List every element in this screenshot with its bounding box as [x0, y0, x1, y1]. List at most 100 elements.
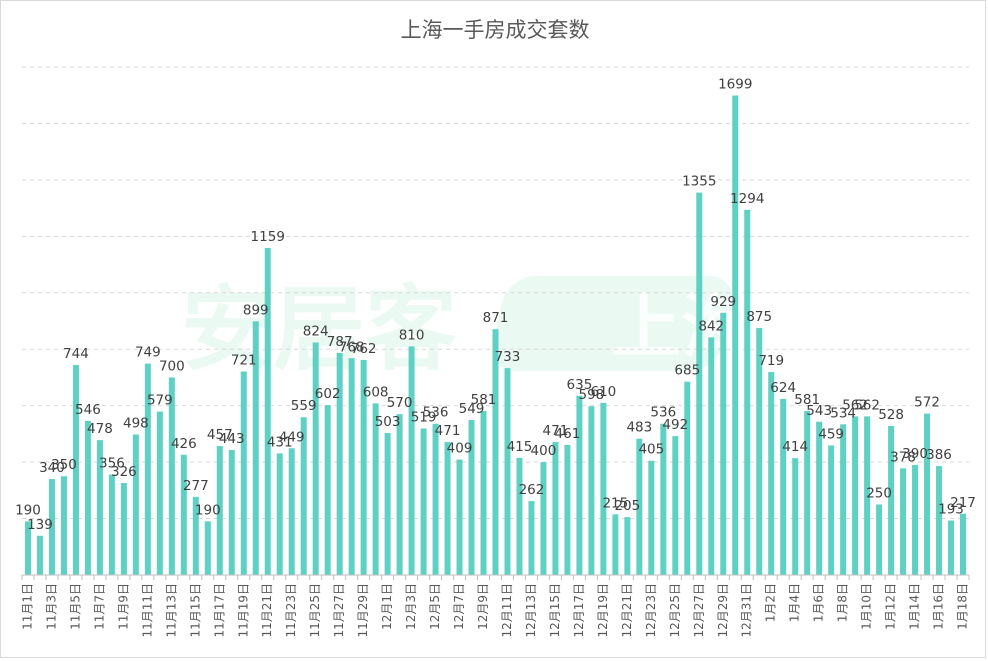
data-label: 386 — [926, 447, 952, 463]
data-label: 559 — [291, 398, 317, 414]
bar — [900, 468, 907, 575]
x-tick-label: 12月7日 — [452, 583, 466, 630]
bar — [168, 377, 175, 575]
x-tick-label: 11月7日 — [92, 583, 106, 630]
data-label: 581 — [794, 392, 820, 408]
data-label: 378 — [890, 449, 916, 465]
data-label: 899 — [243, 302, 269, 318]
data-label: 431 — [267, 434, 293, 450]
bar — [948, 520, 955, 575]
bar — [252, 321, 259, 575]
bar — [732, 95, 739, 575]
bar — [936, 466, 943, 575]
x-tick-label: 11月15日 — [188, 583, 202, 638]
bar — [756, 328, 763, 575]
data-label: 610 — [590, 384, 616, 400]
bar — [96, 440, 103, 575]
x-tick-label: 12月17日 — [572, 583, 586, 638]
data-label: 749 — [135, 345, 161, 361]
data-label: 217 — [950, 495, 976, 511]
x-tick-label: 11月3日 — [44, 583, 58, 630]
bar — [132, 434, 139, 575]
bar — [780, 398, 787, 575]
x-tick-label: 1月2日 — [764, 583, 778, 622]
data-label: 190 — [195, 502, 221, 518]
x-tick-label: 11月27日 — [332, 583, 346, 638]
data-label: 215 — [602, 495, 628, 511]
data-label: 579 — [147, 393, 173, 409]
bar — [804, 411, 811, 575]
data-label: 562 — [854, 397, 880, 413]
data-label: 602 — [315, 386, 341, 402]
bar — [876, 504, 883, 575]
bar — [888, 425, 895, 575]
data-label: 624 — [770, 380, 796, 396]
data-label: 139 — [27, 517, 53, 533]
data-label: 471 — [435, 423, 461, 439]
bar — [768, 372, 775, 575]
x-tick-label: 12月23日 — [644, 583, 658, 638]
data-label: 810 — [399, 327, 425, 343]
data-label: 572 — [914, 395, 940, 411]
data-label: 929 — [710, 294, 736, 310]
x-tick-label: 11月9日 — [116, 583, 130, 630]
bar — [912, 464, 919, 575]
bar — [960, 513, 966, 575]
data-label: 193 — [938, 502, 964, 518]
x-tick-label: 11月17日 — [212, 583, 226, 638]
x-tick-label: 12月3日 — [404, 583, 418, 630]
bar — [540, 462, 547, 575]
bar — [720, 312, 727, 575]
data-label: 824 — [303, 323, 329, 339]
bar — [156, 411, 163, 575]
data-label: 562 — [842, 397, 868, 413]
data-label: 581 — [471, 392, 497, 408]
x-tick-label: 1月6日 — [812, 583, 826, 622]
data-label: 492 — [662, 417, 688, 433]
data-label: 498 — [123, 415, 149, 431]
bar — [216, 446, 223, 575]
data-label: 250 — [866, 485, 892, 501]
bar — [420, 428, 427, 575]
x-tick-label: 12月9日 — [476, 583, 490, 630]
data-label: 471 — [543, 423, 569, 439]
x-tick-label: 11月19日 — [236, 583, 250, 638]
data-label: 762 — [351, 341, 377, 357]
data-label: 536 — [423, 405, 449, 421]
data-label: 546 — [75, 402, 101, 418]
bar — [204, 521, 211, 575]
bar — [672, 436, 679, 575]
x-tick-label: 1月18日 — [956, 583, 970, 630]
bar — [348, 358, 355, 575]
data-label: 457 — [207, 427, 233, 443]
bar — [744, 209, 751, 576]
bar — [48, 479, 55, 575]
bar — [696, 192, 703, 575]
data-label: 205 — [614, 498, 640, 514]
x-tick-label: 1月12日 — [884, 583, 898, 630]
bar — [576, 395, 583, 575]
x-tick-label: 1月10日 — [860, 583, 874, 630]
data-label: 415 — [507, 439, 533, 455]
data-label: 426 — [171, 436, 197, 452]
x-tick-label: 12月11日 — [500, 583, 514, 638]
data-label: 549 — [459, 401, 485, 417]
data-label: 842 — [698, 318, 724, 334]
data-label: 409 — [447, 441, 473, 457]
watermark: 安居客 上海 — [181, 276, 751, 383]
bar — [36, 535, 43, 575]
bar — [180, 454, 187, 575]
bar — [504, 368, 511, 575]
bar — [852, 416, 859, 575]
bar — [456, 459, 463, 575]
data-label: 635 — [567, 377, 593, 393]
data-label: 744 — [63, 346, 89, 362]
bar — [84, 420, 91, 575]
bar — [372, 403, 379, 575]
bar — [492, 329, 499, 575]
bar — [240, 371, 247, 575]
x-tick-label: 11月21日 — [260, 583, 274, 638]
bar — [612, 514, 619, 575]
